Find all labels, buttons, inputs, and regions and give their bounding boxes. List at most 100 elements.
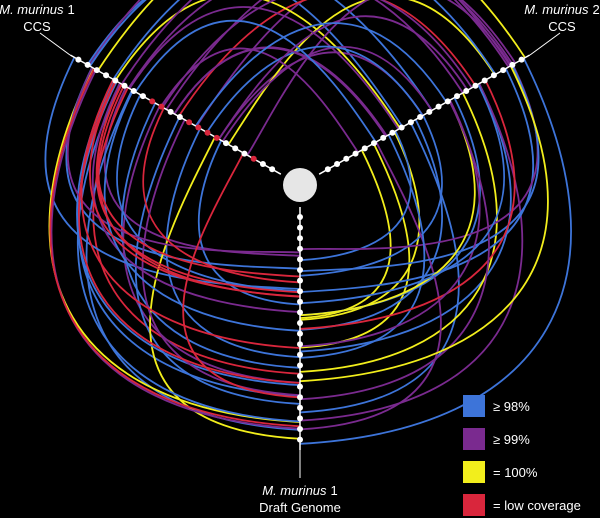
link bbox=[48, 67, 301, 423]
link bbox=[165, 0, 514, 110]
node bbox=[352, 150, 359, 157]
link bbox=[246, 0, 512, 156]
node bbox=[297, 267, 303, 273]
species: M. murinus bbox=[262, 483, 327, 498]
link bbox=[135, 116, 301, 405]
link bbox=[78, 80, 301, 384]
link bbox=[299, 130, 412, 262]
link bbox=[299, 92, 498, 373]
node bbox=[297, 245, 303, 252]
link bbox=[49, 68, 301, 428]
node bbox=[112, 77, 119, 84]
node bbox=[343, 155, 350, 162]
node bbox=[297, 426, 303, 432]
node bbox=[139, 93, 146, 100]
link bbox=[112, 0, 497, 80]
axis-sublabel: CCS bbox=[23, 19, 51, 34]
node bbox=[241, 150, 248, 157]
link bbox=[77, 80, 301, 397]
link bbox=[299, 114, 443, 277]
link bbox=[161, 0, 473, 108]
link bbox=[221, 46, 433, 142]
legend-label: = 100% bbox=[493, 465, 538, 480]
node bbox=[297, 415, 303, 422]
link bbox=[299, 65, 549, 383]
link bbox=[134, 19, 377, 143]
link bbox=[195, 22, 448, 127]
link bbox=[120, 102, 301, 369]
node bbox=[259, 161, 266, 168]
node bbox=[380, 134, 387, 141]
species: M. murinus bbox=[0, 2, 64, 17]
node bbox=[176, 114, 183, 121]
node bbox=[463, 87, 470, 94]
link bbox=[299, 134, 426, 359]
link bbox=[299, 68, 534, 293]
node bbox=[158, 103, 165, 110]
node bbox=[481, 77, 488, 84]
node bbox=[334, 161, 341, 168]
node bbox=[297, 288, 303, 295]
node bbox=[93, 67, 100, 74]
node bbox=[297, 341, 303, 348]
link bbox=[128, 6, 400, 130]
node bbox=[518, 56, 525, 63]
link bbox=[103, 90, 301, 332]
node bbox=[472, 82, 479, 89]
link bbox=[299, 83, 524, 422]
leader-line bbox=[529, 32, 561, 56]
node bbox=[297, 235, 303, 242]
link bbox=[299, 64, 540, 273]
legend: ≥ 98% ≥ 99% = 100% = low coverage bbox=[463, 395, 581, 516]
node bbox=[223, 140, 230, 147]
node bbox=[167, 108, 174, 115]
legend-swatch bbox=[463, 395, 485, 417]
node bbox=[398, 124, 405, 131]
node bbox=[269, 166, 276, 173]
legend-swatch bbox=[463, 461, 485, 483]
legend-label: = low coverage bbox=[493, 498, 581, 513]
link bbox=[206, 45, 424, 133]
node bbox=[297, 362, 303, 369]
link bbox=[103, 86, 301, 257]
link bbox=[80, 78, 301, 349]
link bbox=[299, 83, 505, 305]
link bbox=[86, 0, 404, 128]
link bbox=[299, 79, 516, 330]
node bbox=[297, 404, 303, 411]
link bbox=[299, 99, 481, 348]
node bbox=[297, 309, 303, 316]
node bbox=[130, 87, 137, 94]
node bbox=[297, 277, 303, 284]
node bbox=[297, 394, 303, 401]
node bbox=[389, 129, 396, 136]
node bbox=[435, 103, 442, 110]
link bbox=[299, 122, 460, 414]
index: 1 bbox=[331, 483, 338, 498]
link bbox=[89, 80, 301, 298]
link bbox=[182, 152, 301, 399]
link bbox=[89, 0, 433, 111]
leader-line bbox=[39, 32, 71, 56]
link bbox=[116, 94, 301, 293]
link bbox=[76, 83, 301, 423]
link bbox=[227, 0, 496, 146]
link bbox=[197, 140, 301, 306]
node bbox=[103, 72, 110, 79]
node bbox=[149, 98, 156, 105]
link bbox=[66, 67, 301, 254]
link bbox=[165, 128, 301, 359]
axes bbox=[69, 54, 531, 450]
link bbox=[299, 141, 442, 431]
axis-label: M. murinus 1 bbox=[0, 2, 75, 17]
link bbox=[195, 0, 517, 127]
node bbox=[213, 134, 220, 141]
node bbox=[509, 61, 516, 68]
legend-swatch bbox=[463, 494, 485, 516]
node bbox=[370, 140, 377, 147]
axis-sublabel: Draft Genome bbox=[259, 500, 341, 515]
node bbox=[297, 214, 303, 220]
link bbox=[120, 0, 510, 85]
hub bbox=[283, 168, 317, 202]
